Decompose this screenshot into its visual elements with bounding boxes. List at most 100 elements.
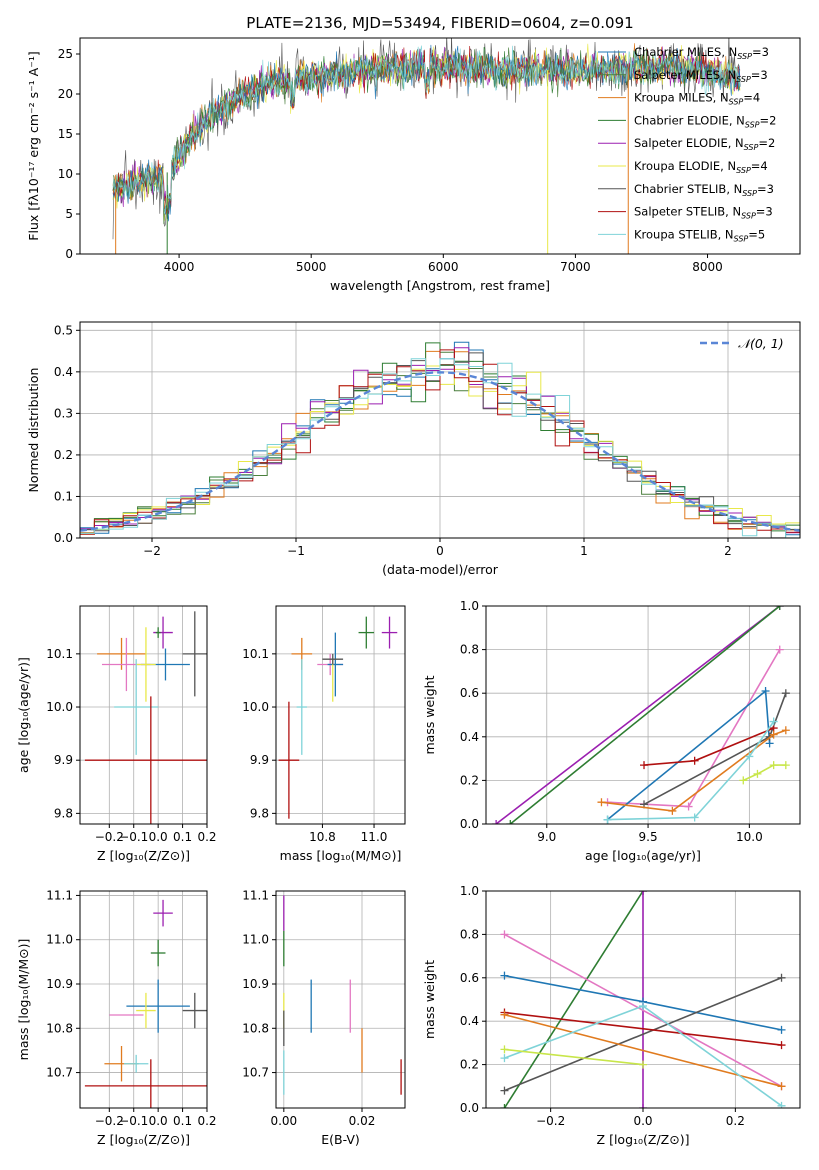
legend-label: Kroupa MILES, NSSP=4 — [634, 91, 760, 107]
massweight-line — [504, 1011, 782, 1046]
y-tick-label: 0.2 — [460, 773, 479, 787]
y-tick-label: 0.8 — [460, 927, 479, 941]
massweight-marker — [739, 776, 748, 785]
y-axis-label: mass weight — [422, 675, 437, 754]
legend-sub: SSP — [737, 52, 752, 61]
x-tick-label: 1 — [580, 544, 588, 558]
y-tick-label: 11.0 — [46, 933, 73, 947]
legend-text: Salpeter MILES, N — [634, 68, 736, 82]
massweight-marker — [775, 606, 784, 610]
normal-curve — [80, 371, 800, 532]
axes-frame — [79, 37, 801, 255]
y-tick-label: 0.2 — [54, 448, 73, 462]
y-tick-label: 0.5 — [54, 323, 73, 337]
y-tick-label: 9.9 — [250, 753, 269, 767]
x-tick-label: 0 — [436, 544, 444, 558]
massweight-marker — [745, 752, 754, 761]
massweight-marker — [769, 730, 778, 739]
y-tick-label: 0.4 — [460, 730, 479, 744]
y-tick-label: 10.0 — [46, 700, 73, 714]
massweight-line — [643, 692, 787, 806]
plot-area — [283, 895, 402, 1095]
massweight-marker — [492, 820, 501, 824]
legend-label: Kroupa ELODIE, NSSP=4 — [634, 159, 768, 175]
x-tick-label: 0.2 — [197, 1114, 216, 1128]
massweight-marker — [603, 815, 612, 824]
massweight-marker — [690, 756, 699, 765]
x-axis-label: Z [log₁₀(Z/Z⊙)] — [97, 848, 190, 863]
y-tick-label: 11.0 — [242, 933, 269, 947]
x-tick-label: 6000 — [428, 260, 459, 274]
y-tick-label: 0.6 — [460, 686, 479, 700]
y-tick-label: 5 — [65, 207, 73, 221]
y-axis-label: mass weight — [422, 960, 437, 1039]
x-tick-label: 0.0 — [149, 1114, 168, 1128]
massweight-line — [509, 606, 781, 824]
legend-text: Kroupa ELODIE, N — [634, 159, 736, 173]
plot-area — [84, 899, 207, 1108]
x-tick-label: 9.0 — [537, 830, 556, 844]
spectrum-line — [112, 47, 741, 225]
x-tick-label: −1 — [287, 544, 305, 558]
plot-area — [492, 606, 790, 824]
legend-text: Salpeter ELODIE, N — [634, 136, 744, 150]
y-tick-label: 10 — [58, 167, 73, 181]
massweight-marker — [500, 971, 509, 980]
legend-tail: =3 — [757, 182, 774, 196]
massweight-line — [504, 977, 782, 1092]
massweight-marker — [500, 930, 509, 939]
plot-area — [500, 891, 786, 1108]
y-tick-label: 0.0 — [54, 531, 73, 545]
x-tick-label: 0.00 — [270, 1114, 297, 1128]
massweight-line — [504, 1048, 644, 1066]
panel-mass_vs_ebv: 0.00 0.02 10.7 10.8 10.9 11.0 11.1 E(B-V) — [242, 888, 406, 1147]
massweight-marker — [639, 1104, 647, 1108]
massweight-marker — [639, 891, 647, 895]
legend-sub: SSP — [729, 98, 744, 107]
massweight-line — [742, 764, 786, 782]
x-tick-label: 9.5 — [639, 830, 658, 844]
y-tick-label: 10.9 — [242, 977, 269, 991]
legend-sub: SSP — [736, 166, 751, 175]
massweight-line — [504, 933, 782, 1088]
legend-sub: SSP — [736, 75, 751, 84]
legend-sub: SSP — [734, 234, 749, 243]
y-tick-label: 11.1 — [46, 888, 73, 902]
y-tick-label: 25 — [58, 47, 73, 61]
massweight-marker — [500, 1104, 509, 1108]
massweight-marker — [775, 645, 784, 654]
massweight-marker — [769, 717, 778, 726]
massweight-marker — [500, 1086, 509, 1095]
axes-frame — [485, 605, 801, 825]
y-tick-label: 9.8 — [250, 806, 269, 820]
x-axis-label: mass [log₁₀(M/M⊙)] — [280, 848, 402, 863]
y-tick-label: 0.0 — [460, 817, 479, 831]
y-axis-label: Flux [fλ10⁻¹⁷ erg cm⁻² s⁻¹ A⁻¹] — [26, 51, 41, 240]
x-tick-label: 0.2 — [726, 1114, 745, 1128]
legend-label: Chabrier STELIB, NSSP=3 — [634, 182, 774, 198]
massweight-marker — [640, 761, 649, 770]
x-tick-label: 10.0 — [736, 830, 763, 844]
panel-mass_vs_Z: −0.2−0.1 0.0 0.1 0.2 10.7 10.8 10.9 11.0 11.1 Z [… — [16, 888, 217, 1147]
y-tick-label: 0.3 — [54, 406, 73, 420]
y-tick-label: 11.1 — [242, 888, 269, 902]
x-tick-label: −0.2 — [95, 830, 124, 844]
legend-tail: =2 — [760, 113, 777, 127]
massweight-marker — [639, 1060, 647, 1069]
x-tick-label: 5000 — [296, 260, 327, 274]
y-tick-label: 0.2 — [460, 1058, 479, 1072]
massweight-marker — [639, 1002, 647, 1011]
legend-tail: =2 — [758, 136, 775, 150]
y-tick-label: 0.6 — [460, 971, 479, 985]
x-tick-label: 0.1 — [173, 1114, 192, 1128]
x-axis-label: wavelength [Angstrom, rest frame] — [330, 278, 550, 293]
x-tick-label: 0.02 — [349, 1114, 376, 1128]
legend-label: Chabrier MILES, NSSP=3 — [634, 45, 769, 61]
panel-spectrum: 4000 5000 6000 7000 8000 0 5 10 15 20 25 wavelength… — [26, 37, 801, 293]
y-axis-label: age [log₁₀(age/yr)] — [16, 657, 31, 773]
x-tick-label: 10.8 — [309, 830, 336, 844]
massweight-line — [643, 727, 775, 766]
x-tick-label: 0.1 — [173, 830, 192, 844]
legend-sub: SSP — [742, 189, 757, 198]
panel-residual_hist: −2 −1 0 1 2 0.0 0.1 0.2 0.3 0.4 0.5 (data-model)/er… — [26, 321, 801, 577]
